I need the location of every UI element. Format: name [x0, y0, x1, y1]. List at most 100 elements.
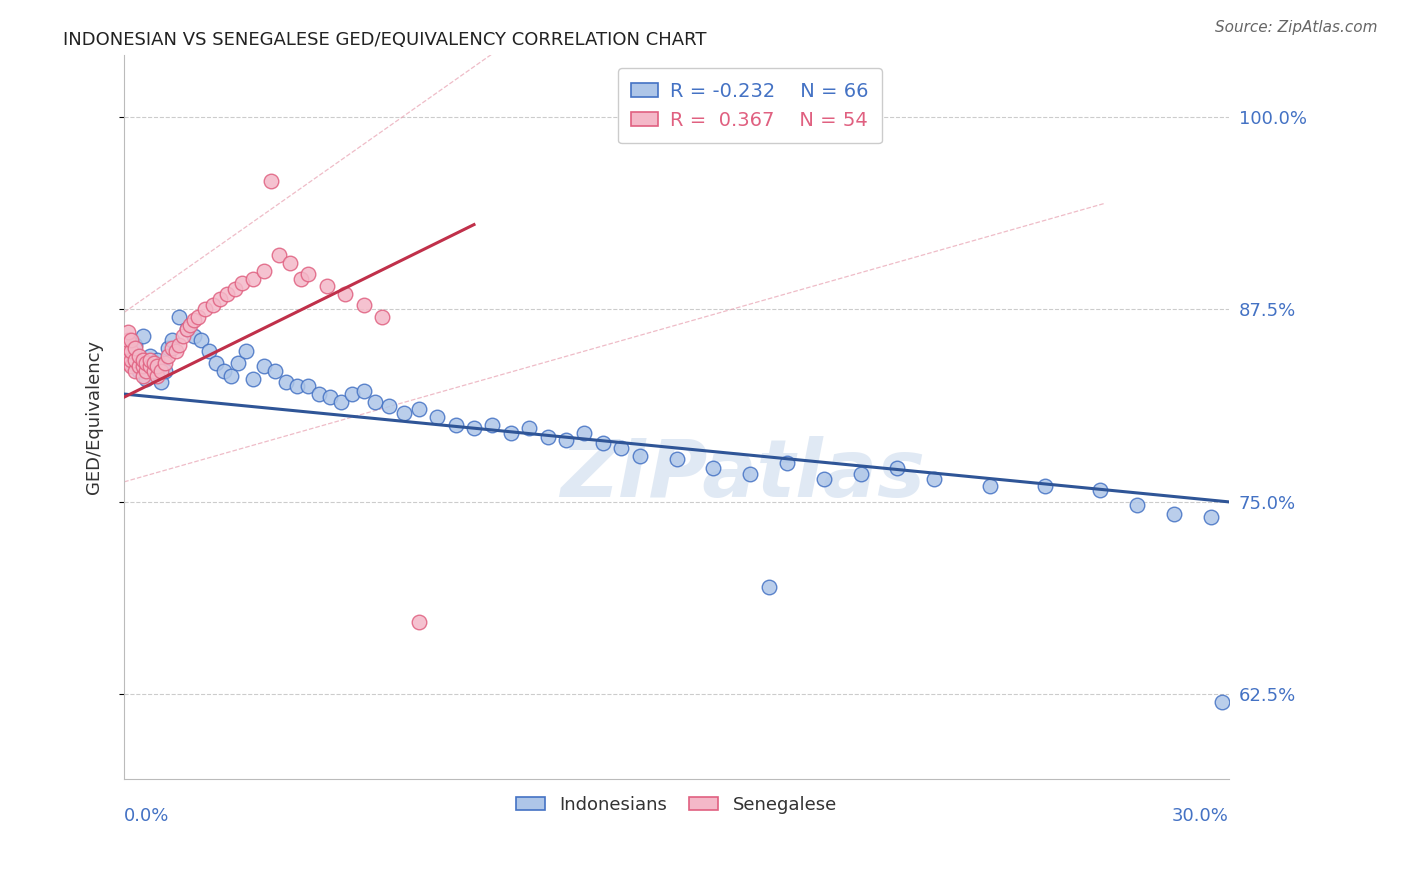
Point	[278, 256, 301, 270]
Point	[142, 356, 165, 370]
Point	[157, 349, 180, 363]
Point	[153, 364, 176, 378]
Point	[135, 364, 157, 378]
Point	[146, 353, 169, 368]
Point	[124, 353, 146, 368]
Point	[463, 421, 485, 435]
Point	[117, 356, 139, 370]
Point	[131, 328, 153, 343]
Point	[1033, 479, 1056, 493]
Point	[219, 368, 242, 383]
Point	[499, 425, 522, 440]
Point	[160, 333, 183, 347]
Point	[363, 394, 385, 409]
Text: ZIPatlas: ZIPatlas	[561, 436, 925, 514]
Point	[285, 379, 308, 393]
Point	[149, 364, 172, 378]
Point	[157, 341, 180, 355]
Point	[124, 341, 146, 355]
Point	[276, 375, 298, 389]
Point	[201, 298, 224, 312]
Point	[205, 356, 228, 370]
Point	[319, 390, 342, 404]
Point	[183, 313, 205, 327]
Point	[187, 310, 209, 324]
Point	[217, 287, 239, 301]
Point	[135, 371, 157, 385]
Text: INDONESIAN VS SENEGALESE GED/EQUIVALENCY CORRELATION CHART: INDONESIAN VS SENEGALESE GED/EQUIVALENCY…	[63, 31, 707, 49]
Point	[308, 387, 330, 401]
Text: Source: ZipAtlas.com: Source: ZipAtlas.com	[1215, 20, 1378, 35]
Point	[190, 333, 212, 347]
Point	[172, 328, 194, 343]
Point	[886, 461, 908, 475]
Point	[758, 580, 780, 594]
Point	[979, 479, 1001, 493]
Point	[153, 356, 176, 370]
Point	[702, 461, 724, 475]
Point	[264, 364, 287, 378]
Point	[124, 337, 146, 351]
Point	[142, 364, 165, 378]
Point	[297, 267, 319, 281]
Point	[176, 322, 198, 336]
Point	[924, 472, 946, 486]
Point	[139, 359, 162, 374]
Point	[260, 174, 283, 188]
Point	[169, 310, 191, 324]
Point	[267, 248, 290, 262]
Point	[353, 298, 375, 312]
Point	[371, 310, 394, 324]
Point	[555, 434, 578, 448]
Point	[235, 343, 257, 358]
Point	[208, 292, 231, 306]
Point	[1163, 507, 1185, 521]
Point	[408, 615, 430, 629]
Point	[740, 467, 762, 482]
Y-axis label: GED/Equivalency: GED/Equivalency	[86, 340, 103, 494]
Point	[121, 356, 143, 370]
Point	[574, 425, 596, 440]
Point	[149, 375, 172, 389]
Point	[253, 264, 276, 278]
Point	[444, 417, 467, 432]
Point	[139, 353, 162, 368]
Point	[610, 441, 633, 455]
Legend: Indonesians, Senegalese: Indonesians, Senegalese	[509, 789, 844, 821]
Point	[139, 349, 162, 363]
Point	[253, 359, 276, 374]
Point	[378, 400, 401, 414]
Point	[135, 356, 157, 370]
Point	[212, 364, 235, 378]
Point	[353, 384, 375, 398]
Point	[117, 333, 139, 347]
Point	[117, 341, 139, 355]
Point	[392, 405, 415, 419]
Point	[342, 387, 364, 401]
Point	[628, 449, 651, 463]
Point	[665, 451, 688, 466]
Point	[131, 359, 153, 374]
Point	[1126, 498, 1149, 512]
Point	[198, 343, 221, 358]
Point	[315, 279, 337, 293]
Point	[776, 456, 799, 470]
Point	[121, 343, 143, 358]
Point	[128, 364, 150, 378]
Point	[146, 359, 169, 374]
Point	[330, 394, 353, 409]
Point	[117, 343, 139, 358]
Point	[426, 410, 449, 425]
Point	[179, 318, 201, 332]
Point	[242, 371, 264, 385]
Point	[128, 359, 150, 374]
Point	[290, 271, 312, 285]
Point	[1088, 483, 1111, 497]
Point	[160, 341, 183, 355]
Point	[592, 436, 614, 450]
Point	[121, 333, 143, 347]
Text: 0.0%: 0.0%	[124, 807, 170, 825]
Point	[117, 349, 139, 363]
Point	[813, 472, 835, 486]
Point	[849, 467, 872, 482]
